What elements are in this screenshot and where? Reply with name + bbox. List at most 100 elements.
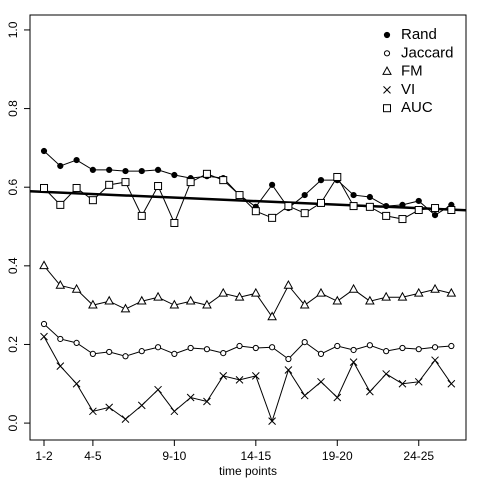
point bbox=[40, 332, 48, 341]
point bbox=[72, 379, 81, 388]
point bbox=[448, 342, 455, 350]
y-tick-label: 0.8 bbox=[6, 100, 20, 117]
point bbox=[219, 176, 228, 185]
point bbox=[56, 200, 65, 209]
point bbox=[415, 197, 422, 205]
legend-label: Rand bbox=[401, 26, 437, 43]
point bbox=[154, 182, 163, 191]
point bbox=[334, 342, 341, 350]
point bbox=[382, 370, 391, 378]
point bbox=[348, 283, 359, 293]
point bbox=[89, 407, 97, 416]
point bbox=[202, 299, 212, 309]
point bbox=[285, 355, 292, 363]
x-tick-label: 19-20 bbox=[322, 449, 353, 463]
x-tick-label: 9-10 bbox=[162, 449, 186, 463]
point bbox=[316, 287, 326, 297]
point bbox=[153, 291, 163, 301]
y-tick-label: 0.2 bbox=[6, 336, 20, 353]
point bbox=[185, 295, 196, 305]
point bbox=[383, 202, 390, 210]
point bbox=[40, 147, 48, 155]
legend-label: FM bbox=[401, 63, 423, 80]
legend-label: Jaccard bbox=[401, 44, 454, 61]
x-tick-label: 4-5 bbox=[84, 449, 102, 463]
series-line bbox=[43, 150, 452, 216]
point bbox=[413, 287, 424, 297]
y-tick-label: 0.6 bbox=[6, 179, 20, 196]
point bbox=[89, 166, 96, 174]
y-tick-label: 0.4 bbox=[6, 257, 20, 274]
point bbox=[89, 350, 96, 357]
point bbox=[71, 283, 82, 293]
point bbox=[218, 287, 229, 297]
point bbox=[105, 403, 114, 412]
point bbox=[121, 178, 130, 187]
legend-symbol bbox=[382, 66, 392, 75]
point bbox=[122, 167, 129, 175]
point bbox=[430, 283, 440, 293]
point bbox=[220, 350, 227, 357]
point bbox=[88, 196, 97, 205]
point bbox=[39, 260, 49, 270]
point bbox=[349, 358, 358, 367]
point bbox=[398, 379, 407, 388]
point bbox=[202, 169, 211, 178]
point bbox=[431, 204, 440, 213]
point bbox=[203, 346, 211, 353]
point bbox=[301, 191, 308, 199]
x-tick-label: 24-25 bbox=[403, 449, 434, 463]
point bbox=[332, 295, 343, 305]
point bbox=[236, 342, 243, 350]
point bbox=[415, 346, 422, 353]
legend-symbol bbox=[383, 50, 391, 57]
point bbox=[397, 291, 408, 301]
point bbox=[431, 344, 439, 351]
point bbox=[186, 178, 195, 187]
point bbox=[366, 342, 373, 349]
point bbox=[169, 299, 180, 309]
point bbox=[300, 391, 309, 400]
point bbox=[251, 372, 260, 380]
x-axis-label: time points bbox=[219, 464, 277, 478]
series-line bbox=[43, 336, 452, 423]
point bbox=[105, 180, 114, 189]
point bbox=[284, 366, 293, 374]
point bbox=[235, 375, 244, 384]
x-tick-label: 1-2 bbox=[35, 449, 53, 463]
point bbox=[73, 156, 80, 164]
point bbox=[57, 162, 64, 170]
point bbox=[40, 320, 48, 328]
point bbox=[234, 291, 245, 301]
point bbox=[57, 335, 64, 343]
point bbox=[399, 344, 406, 352]
point bbox=[269, 181, 276, 188]
y-tick-label: 0.0 bbox=[6, 414, 20, 431]
point bbox=[106, 166, 113, 174]
point bbox=[137, 401, 146, 410]
point bbox=[333, 172, 342, 181]
point bbox=[235, 191, 244, 200]
point bbox=[447, 379, 456, 388]
point bbox=[317, 377, 325, 386]
point bbox=[446, 287, 457, 297]
point bbox=[447, 206, 456, 215]
point bbox=[350, 191, 357, 199]
point bbox=[252, 344, 259, 352]
point bbox=[366, 193, 373, 201]
point bbox=[268, 213, 277, 222]
legend-label: AUC bbox=[401, 99, 433, 116]
point bbox=[431, 356, 439, 365]
point bbox=[349, 202, 358, 211]
series-line bbox=[43, 265, 452, 318]
point bbox=[399, 201, 406, 208]
point bbox=[187, 344, 194, 352]
point bbox=[186, 393, 195, 402]
point bbox=[121, 415, 130, 424]
point bbox=[138, 348, 145, 355]
x-tick-label: 14-15 bbox=[240, 449, 271, 463]
point bbox=[414, 377, 423, 386]
point bbox=[138, 167, 145, 175]
point bbox=[269, 344, 276, 351]
